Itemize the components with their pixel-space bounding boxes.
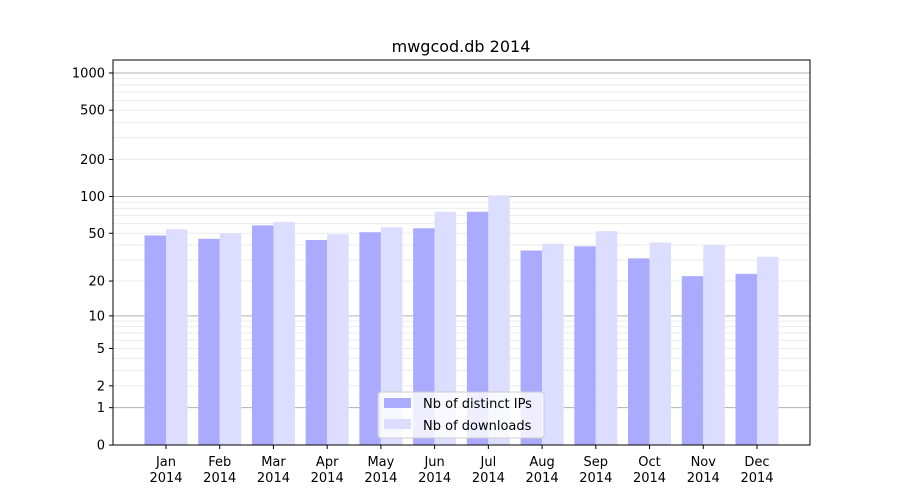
y-tick-label: 100 [80, 190, 105, 205]
x-tick-label-month: Dec [744, 455, 769, 470]
bar-downloads [380, 227, 403, 445]
y-tick-label: 20 [88, 275, 105, 290]
chart-title: mwgcod.db 2014 [392, 37, 531, 56]
x-tick-label-year: 2014 [203, 471, 236, 486]
bar-downloads [757, 256, 779, 445]
x-tick-label-month: Jul [480, 455, 497, 470]
x-tick-label-month: Oct [638, 455, 660, 470]
y-tick-label: 10 [88, 309, 105, 324]
bar-distinct-ips [413, 228, 435, 445]
x-tick-label-month: Feb [208, 455, 231, 470]
bar-distinct-ips [144, 235, 166, 445]
y-tick-label: 200 [80, 153, 105, 168]
y-tick-label: 1 [97, 401, 105, 416]
y-tick-label: 0 [97, 439, 105, 454]
x-tick-label-year: 2014 [579, 471, 612, 486]
x-tick-label-year: 2014 [418, 471, 451, 486]
bar-downloads [327, 234, 349, 445]
x-tick-label-month: Mar [261, 455, 286, 470]
bar-distinct-ips [305, 240, 328, 445]
x-tick-label-month: Jun [423, 455, 444, 470]
y-tick-label: 2 [97, 379, 105, 394]
bar-downloads [703, 245, 725, 445]
bar-downloads [219, 233, 242, 445]
legend-label-ips: Nb of distinct IPs [423, 397, 532, 412]
y-tick-label: 50 [88, 227, 105, 242]
bar-distinct-ips [359, 232, 381, 445]
legend-swatch-downloads [384, 419, 411, 429]
bar-downloads [488, 195, 510, 445]
legend: Nb of distinct IPs Nb of downloads [377, 391, 545, 439]
legend-box [377, 391, 545, 439]
x-tick-label-month: Jan [155, 455, 176, 470]
bar-downloads [649, 242, 672, 445]
legend-swatch-ips [384, 398, 411, 408]
x-tick-label-month: Sep [584, 455, 609, 470]
x-tick-label-month: Aug [529, 455, 554, 470]
y-tick-label: 500 [80, 104, 105, 119]
bar-distinct-ips [681, 276, 704, 445]
x-tick-label-month: Nov [691, 455, 717, 470]
bar-downloads [434, 211, 457, 445]
x-tick-label-year: 2014 [364, 471, 397, 486]
bar-distinct-ips [735, 273, 757, 445]
x-tick-label-year: 2014 [311, 471, 344, 486]
bar-distinct-ips [466, 211, 489, 445]
x-tick-label-year: 2014 [149, 471, 182, 486]
x-tick-label-year: 2014 [687, 471, 720, 486]
bar-distinct-ips [198, 238, 220, 445]
y-axis: 0 1 2 5 10 20 50 100 200 500 1000 [72, 66, 113, 454]
legend-label-downloads: Nb of downloads [423, 419, 532, 434]
x-tick-label-year: 2014 [740, 471, 773, 486]
bar-downloads [595, 231, 618, 445]
y-tick-label: 1000 [72, 66, 105, 81]
bar-downloads [166, 229, 188, 445]
x-tick-label-month: May [367, 455, 394, 470]
y-tick-label: 5 [97, 342, 105, 357]
bar-downloads [542, 243, 564, 445]
x-tick-label-year: 2014 [526, 471, 559, 486]
x-tick-label-year: 2014 [472, 471, 505, 486]
bar-downloads [273, 221, 295, 445]
x-tick-label-month: Apr [316, 455, 339, 470]
x-tick-label-year: 2014 [633, 471, 666, 486]
axes-frame [112, 59, 811, 446]
bar-distinct-ips [574, 246, 596, 445]
bar-distinct-ips [251, 225, 274, 445]
bar-distinct-ips [628, 258, 650, 445]
x-axis: Jan2014Feb2014Mar2014Apr2014May2014Jun20… [149, 445, 774, 486]
x-tick-label-year: 2014 [257, 471, 290, 486]
